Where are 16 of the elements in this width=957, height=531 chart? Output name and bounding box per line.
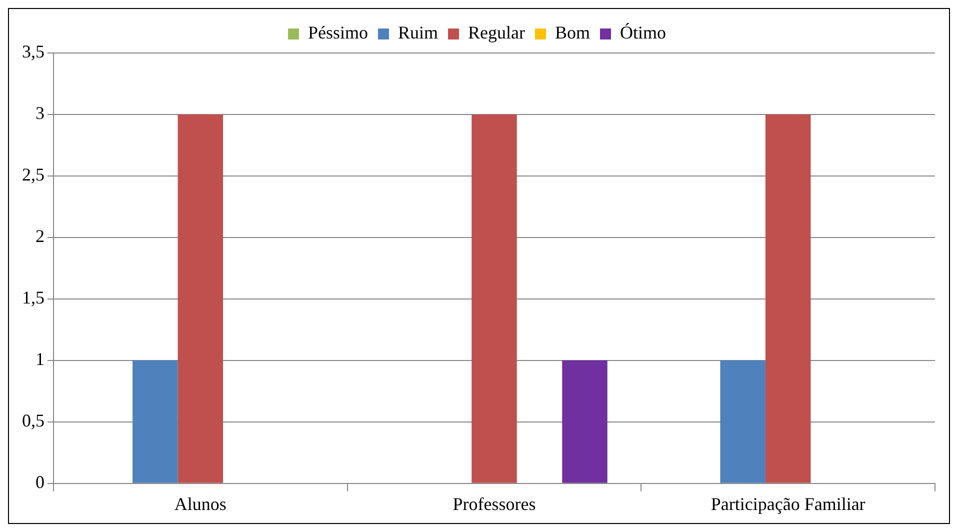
x-tick-label: Alunos bbox=[174, 494, 226, 514]
y-tick-label: 1,5 bbox=[22, 288, 44, 308]
legend-label: Ótimo bbox=[620, 22, 666, 43]
y-tick-label: 0,5 bbox=[22, 410, 44, 431]
y-tick-label: 3 bbox=[36, 103, 44, 124]
legend-label: Bom bbox=[554, 22, 590, 43]
x-tick-label: Participação Familiar bbox=[710, 494, 866, 514]
y-tick-label: 1 bbox=[36, 349, 44, 370]
legend-label: Ruim bbox=[398, 22, 438, 43]
x-tick-label: Professores bbox=[452, 494, 536, 514]
y-tick-label: 3,5 bbox=[22, 42, 44, 62]
legend-label: Regular bbox=[468, 22, 525, 43]
legend-label: Péssimo bbox=[308, 22, 368, 43]
y-tick-label: 2 bbox=[36, 226, 44, 246]
y-tick-label: 0 bbox=[36, 472, 44, 492]
y-tick-label: 2,5 bbox=[22, 164, 44, 185]
